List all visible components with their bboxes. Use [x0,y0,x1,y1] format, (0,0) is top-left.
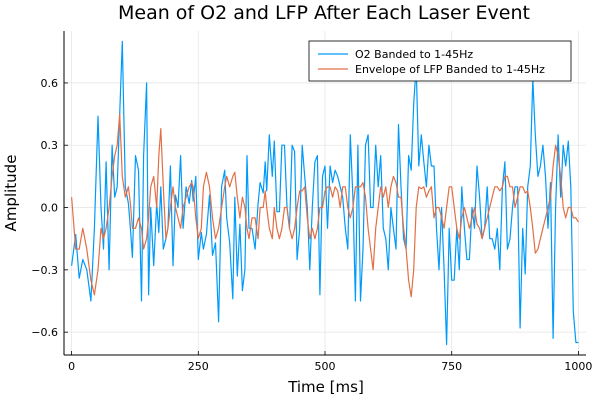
legend: O2 Banded to 1-45Hz Envelope of LFP Band… [308,40,572,82]
y-tick-label: 0.6 [41,77,59,90]
series-line-lfp-envelope [71,113,579,298]
legend-box [308,40,572,82]
legend-label-lfp-envelope: Envelope of LFP Banded to 1-45Hz [355,63,545,76]
y-axis-label: Amplitude [2,155,20,232]
y-tick-label: 0.0 [41,202,59,215]
chart-title: Mean of O2 and LFP After Each Laser Even… [118,2,530,24]
y-tick-label: 0.3 [41,139,59,152]
y-tick-label: −0.3 [31,264,58,277]
y-tick-labels: −0.6 −0.3 0.0 0.3 0.6 [31,77,68,339]
x-tick-labels: 0 250 500 750 1000 [68,351,592,373]
x-axis-label: Time [ms] [287,378,364,396]
y-tick-label: −0.6 [31,326,58,339]
x-tick-label: 0 [68,360,75,373]
x-tick-label: 500 [315,360,336,373]
x-tick-label: 750 [441,360,462,373]
x-tick-label: 250 [188,360,209,373]
x-tick-label: 1000 [564,360,592,373]
series-line-o2 [71,40,579,346]
legend-label-o2: O2 Banded to 1-45Hz [355,48,473,61]
series-lines [71,40,579,346]
